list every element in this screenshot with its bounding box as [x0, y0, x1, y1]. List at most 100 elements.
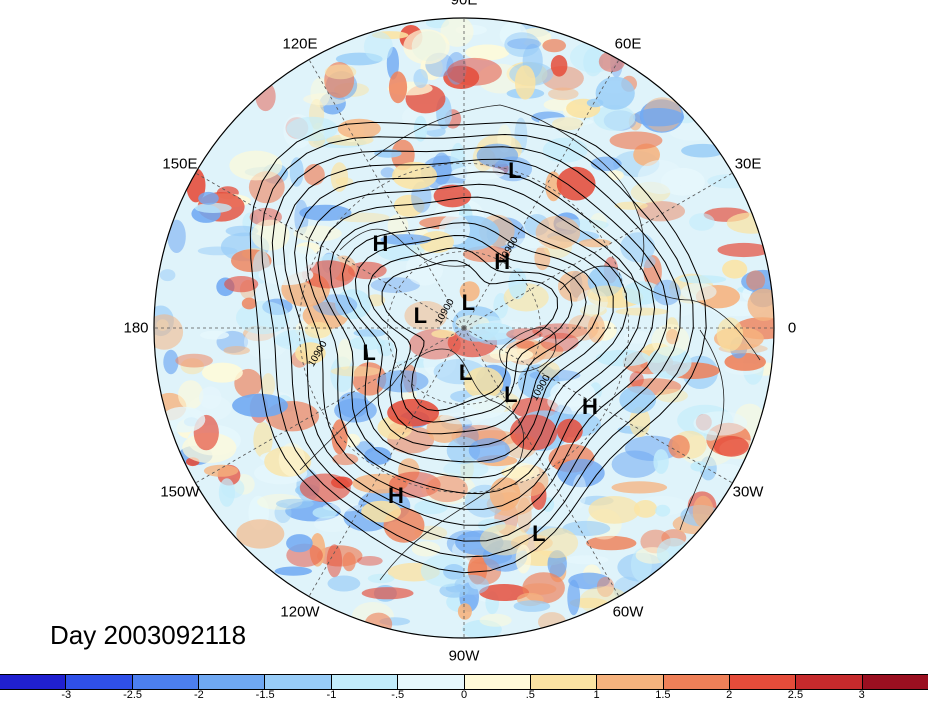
- anomaly-blob: [693, 411, 748, 436]
- anomaly-blob: [411, 181, 432, 213]
- longitude-label: 30E: [734, 155, 762, 173]
- anomaly-blob: [469, 322, 515, 341]
- anomaly-blob: [404, 301, 448, 331]
- anomaly-blob: [224, 276, 259, 293]
- low-pressure-marker: L: [458, 360, 473, 386]
- anomaly-blob: [197, 246, 238, 256]
- anomaly-blob: [326, 544, 343, 578]
- anomaly-blob: [413, 115, 428, 142]
- height-contour: [381, 260, 559, 412]
- anomaly-blob: [506, 328, 543, 341]
- anomaly-blob: [278, 442, 306, 477]
- anomaly-blob: [647, 346, 692, 379]
- anomaly-blob: [637, 159, 684, 195]
- anomaly-blob: [361, 587, 414, 600]
- anomaly-blob: [337, 118, 381, 139]
- anomaly-blob: [405, 251, 444, 286]
- anomaly-blob: [460, 394, 507, 419]
- meridian-line: [308, 327, 465, 597]
- longitude-label: 90W: [448, 647, 480, 665]
- height-contour: [329, 209, 614, 463]
- colorbar-segment: [464, 675, 531, 689]
- anomaly-blob: [532, 323, 588, 339]
- longitude-label: 30W: [732, 483, 764, 501]
- anomaly-blob: [161, 406, 206, 433]
- anomaly-blob: [681, 143, 725, 158]
- anomaly-blob: [655, 504, 671, 517]
- anomaly-blob: [547, 388, 602, 415]
- colorbar-tick-label: 2.5: [787, 689, 804, 701]
- colorbar-segment: [862, 675, 928, 689]
- anomaly-blob: [443, 459, 489, 479]
- meridian-line: [308, 59, 465, 329]
- anomaly-blob: [393, 194, 425, 217]
- anomaly-blob: [619, 386, 657, 414]
- height-contour: [305, 183, 642, 495]
- anomaly-blob: [347, 261, 387, 280]
- anomaly-blob: [653, 279, 681, 306]
- anomaly-blob: [454, 574, 490, 595]
- anomaly-blob: [357, 556, 383, 566]
- high-pressure-marker: H: [372, 231, 389, 257]
- anomaly-blob: [327, 575, 361, 592]
- meridian-line: [463, 327, 733, 484]
- anomaly-blob: [681, 283, 717, 301]
- coastlines: [299, 104, 761, 581]
- anomaly-blob: [567, 579, 581, 616]
- anomaly-blob: [253, 422, 273, 458]
- low-pressure-marker: L: [413, 303, 428, 329]
- colorbar-tick-label: .5: [525, 689, 535, 701]
- anomaly-blob: [232, 393, 288, 418]
- anomaly-blob: [446, 436, 481, 465]
- anomaly-blob: [707, 174, 752, 189]
- anomaly-blob: [567, 314, 599, 341]
- anomaly-blob: [596, 349, 650, 367]
- meridian-line: [463, 59, 620, 329]
- colorbar-tick-label: -2: [193, 689, 204, 701]
- anomaly-blob: [203, 464, 239, 477]
- low-pressure-marker: L: [362, 340, 376, 366]
- colorbar-segment: [597, 675, 664, 689]
- anomaly-blob: [299, 473, 351, 503]
- anomaly-blob: [330, 366, 381, 377]
- anomaly-blob: [324, 64, 357, 80]
- height-contour: [368, 247, 573, 423]
- colorbar-tick-label: -.5: [391, 689, 405, 701]
- anomaly-blob: [479, 584, 529, 601]
- anomaly-blob: [534, 527, 579, 559]
- anomaly-blob: [489, 348, 534, 362]
- anomaly-blob: [598, 51, 626, 73]
- anomaly-blob: [665, 329, 679, 345]
- colorbar-tick-label: 1: [593, 689, 600, 701]
- anomaly-blob: [178, 380, 204, 410]
- anomaly-blob: [199, 386, 222, 409]
- longitude-label: 60W: [612, 603, 644, 621]
- anomaly-shading: [154, 18, 774, 638]
- anomaly-blob: [468, 438, 511, 463]
- anomaly-blob: [516, 497, 532, 533]
- longitude-label: 60E: [614, 35, 642, 53]
- anomaly-blob: [312, 507, 338, 519]
- anomaly-blob: [507, 38, 542, 50]
- colorbar: [0, 674, 928, 690]
- anomaly-blob: [726, 212, 774, 234]
- anomaly-blob: [713, 435, 749, 457]
- anomaly-blob: [374, 149, 402, 158]
- anomaly-blob: [724, 352, 766, 371]
- meridian-line: [463, 327, 620, 597]
- low-pressure-marker: L: [508, 158, 522, 184]
- anomaly-blob: [633, 500, 658, 518]
- colorbar-tick-label: 2: [726, 689, 733, 701]
- anomaly-blob: [550, 55, 568, 77]
- colorbar-tick-label: 1.5: [655, 689, 671, 701]
- colorbar-tick-label: -2.5: [123, 689, 143, 701]
- longitude-label: 120E: [282, 35, 318, 53]
- anomaly-blob: [447, 57, 502, 86]
- height-contour: [317, 196, 628, 479]
- meridian-line: [195, 172, 465, 329]
- anomaly-blob: [489, 477, 521, 511]
- anomaly-blob: [692, 495, 714, 528]
- anomaly-blob: [629, 371, 644, 388]
- anomaly-blob: [572, 474, 587, 509]
- anomaly-blob: [562, 520, 611, 537]
